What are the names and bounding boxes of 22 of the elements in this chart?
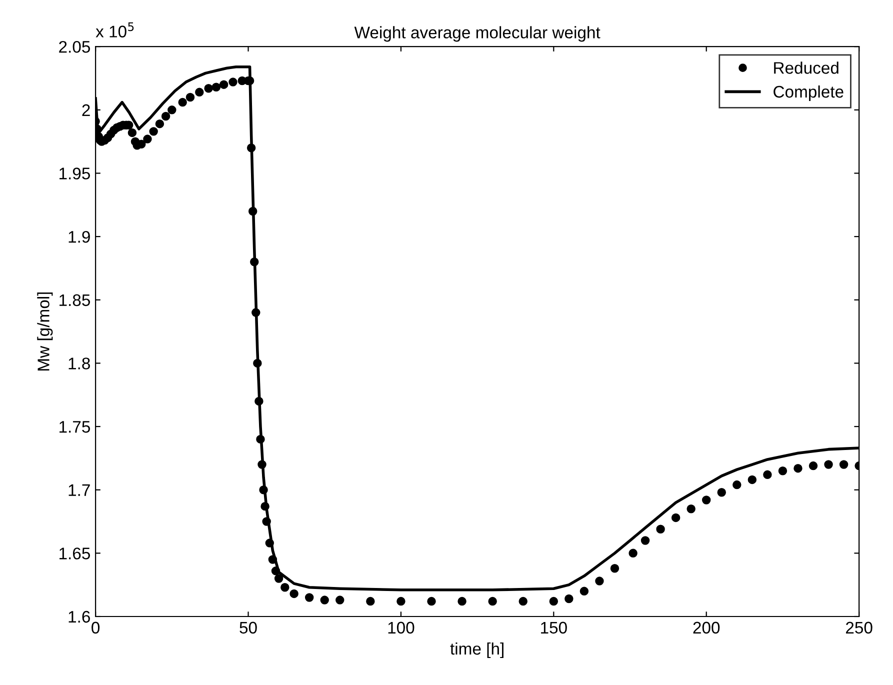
y-tick-label: 1.8 <box>68 358 90 370</box>
y-tick-label: 2 <box>82 104 90 116</box>
legend-label: Reduced <box>774 62 838 74</box>
x-tick-label: 150 <box>541 622 567 634</box>
x-tick-label: 50 <box>240 622 257 634</box>
legend-label: Complete <box>774 85 844 101</box>
chart-title: Weight average molecular weight <box>354 26 600 42</box>
y-tick-label: 1.75 <box>60 421 90 433</box>
x-tick-label: 200 <box>693 622 720 634</box>
x-tick-label: 250 <box>846 622 872 634</box>
x-tick-label: 100 <box>388 622 414 634</box>
x-axis-title: time [h] <box>450 642 504 658</box>
y-tick-label: 1.85 <box>60 294 90 306</box>
text: x 10$^{5}$ <box>96 22 134 38</box>
y-tick-label: 1.65 <box>60 548 90 560</box>
y-tick-label: 1.9 <box>68 230 90 243</box>
y-axis-title: Mw [g/mol] <box>37 292 53 370</box>
y-tick-label: 1.7 <box>68 484 90 496</box>
y-tick-label: 1.6 <box>68 610 90 623</box>
y-tick-label: 1.95 <box>60 168 90 180</box>
y-tick-label: 2.05 <box>59 40 90 53</box>
x-tick-label: 0 <box>92 622 100 634</box>
